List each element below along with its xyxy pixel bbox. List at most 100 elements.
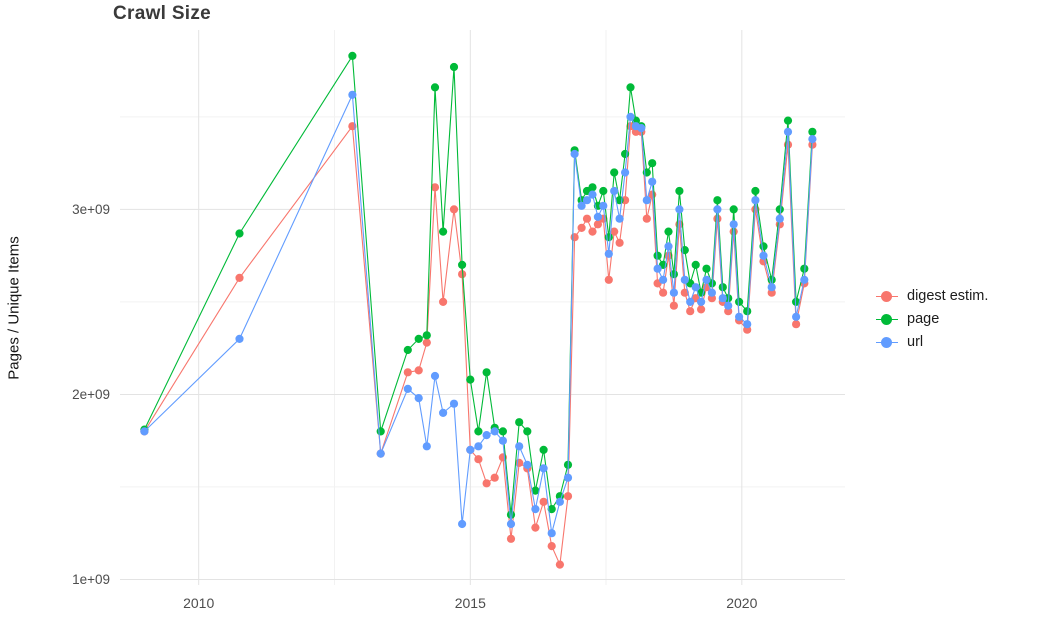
data-point: [713, 196, 722, 205]
data-point: [588, 183, 597, 192]
data-point: [775, 205, 784, 214]
data-point: [675, 186, 684, 196]
data-point: [422, 442, 431, 451]
data-point: [474, 427, 483, 436]
data-point: [642, 196, 651, 205]
data-point: [458, 260, 467, 269]
legend-label: url: [907, 334, 924, 350]
data-point: [610, 168, 619, 177]
data-point: [713, 205, 722, 214]
data-point: [449, 62, 459, 72]
data-point: [430, 371, 440, 381]
data-point: [588, 190, 597, 199]
data-point: [547, 529, 556, 538]
data-point: [523, 427, 532, 436]
data-point: [458, 270, 467, 279]
data-point: [691, 283, 700, 292]
data-point: [621, 149, 630, 159]
data-point: [577, 201, 586, 210]
data-point: [539, 445, 548, 454]
data-point: [593, 220, 603, 229]
data-point: [506, 510, 516, 519]
data-point: [751, 196, 760, 205]
x-tick-label: 2015: [455, 595, 486, 611]
data-point: [474, 455, 483, 464]
data-point: [466, 375, 475, 384]
data-point: [506, 534, 516, 543]
data-point: [792, 297, 801, 306]
data-point: [642, 214, 651, 223]
data-point: [539, 464, 548, 473]
data-point: [547, 505, 556, 514]
data-point: [531, 486, 540, 495]
data-point: [702, 264, 711, 273]
x-tick-label: 2010: [183, 595, 214, 611]
data-point: [664, 242, 673, 251]
data-point: [547, 542, 556, 551]
data-point: [686, 307, 695, 316]
data-point: [490, 473, 499, 482]
data-point: [577, 223, 586, 232]
data-point: [686, 297, 695, 306]
data-point: [498, 436, 507, 445]
data-point: [582, 196, 592, 205]
data-point: [691, 260, 700, 269]
data-point: [439, 408, 448, 417]
data-point: [599, 201, 608, 210]
data-point: [458, 519, 467, 529]
legend-key-icon: [876, 336, 898, 349]
data-point: [680, 275, 689, 284]
data-point: [539, 497, 548, 506]
legend-key-icon: [876, 290, 898, 303]
data-point: [515, 418, 524, 427]
data-point: [626, 83, 635, 92]
data-point: [466, 445, 475, 454]
data-point: [555, 560, 565, 569]
data-point: [235, 229, 244, 238]
data-point: [449, 399, 459, 408]
data-point: [498, 427, 507, 436]
data-point: [659, 288, 668, 297]
legend-item-url: url: [876, 334, 988, 350]
x-tick-label: 2020: [726, 595, 757, 611]
data-point: [439, 297, 448, 306]
data-point: [718, 283, 727, 292]
data-point: [235, 273, 244, 282]
data-point: [482, 479, 491, 488]
chart-title: Crawl Size: [113, 3, 212, 24]
data-point: [680, 288, 689, 297]
data-point: [604, 275, 613, 284]
data-point: [783, 116, 793, 125]
legend-key-icon: [876, 313, 898, 326]
data-point: [449, 205, 459, 214]
data-point: [735, 312, 744, 321]
data-point: [743, 307, 752, 316]
data-point: [555, 497, 565, 506]
data-point: [403, 345, 412, 355]
data-point: [792, 312, 801, 321]
data-point: [648, 177, 657, 186]
data-point: [707, 288, 717, 297]
data-point: [474, 442, 483, 451]
legend-label: digest estim.: [907, 288, 989, 304]
data-point: [563, 492, 573, 501]
data-point: [808, 135, 817, 144]
data-point: [588, 227, 597, 236]
y-tick-label: 2e+09: [72, 387, 110, 402]
data-point: [659, 275, 668, 284]
data-point: [783, 127, 793, 136]
data-point: [697, 297, 706, 306]
data-point: [800, 275, 809, 284]
series-digest-estim-: [140, 122, 817, 569]
data-point: [637, 124, 646, 133]
data-point: [735, 297, 744, 306]
data-point: [718, 294, 727, 303]
data-point: [403, 384, 412, 393]
data-point: [422, 331, 431, 340]
data-point: [414, 394, 423, 403]
data-point: [490, 427, 499, 436]
legend-label: page: [907, 311, 940, 327]
data-point: [482, 431, 491, 440]
data-point: [729, 220, 738, 229]
data-point: [610, 186, 619, 196]
